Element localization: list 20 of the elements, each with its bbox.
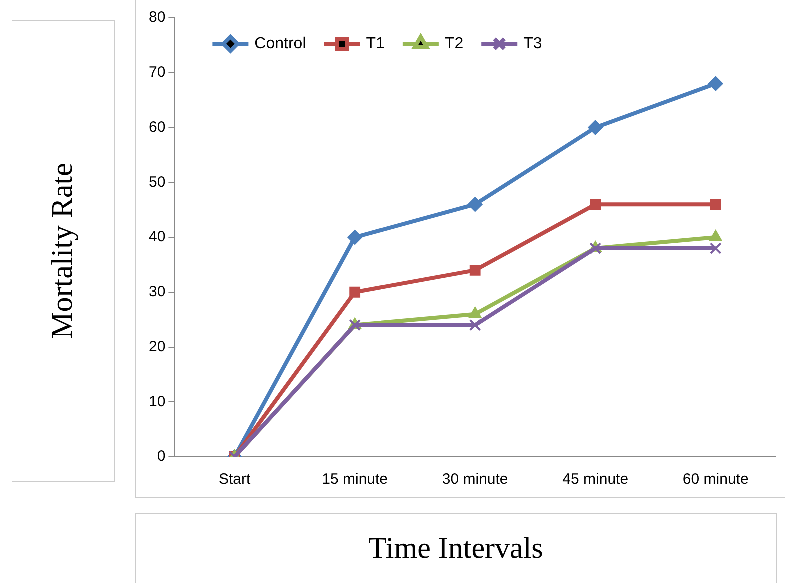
legend-label: Control	[254, 35, 306, 52]
y-tick-label: 30	[148, 284, 166, 301]
y-axis-title: Mortality Rate	[46, 163, 80, 339]
y-tick-label: 10	[148, 393, 166, 410]
x-tick-label: Start	[218, 471, 252, 488]
y-tick-label: 50	[148, 174, 166, 191]
x-tick-label: 60 minute	[682, 471, 749, 488]
legend-label: T3	[524, 35, 542, 52]
y-tick-label: 80	[148, 9, 166, 26]
x-tick-label: 15 minute	[322, 471, 388, 488]
x-tick-label: 45 minute	[562, 471, 629, 488]
y-tick-label: 60	[148, 118, 166, 136]
y-tick-label: 40	[148, 228, 166, 246]
legend-label: T2	[444, 35, 464, 52]
x-tick-label: 30 minute	[442, 471, 508, 488]
y-tick-label: 20	[148, 338, 166, 356]
legend-label: T1	[366, 35, 386, 52]
y-tick-label: 0	[157, 448, 166, 466]
x-axis-title: Time Intervals	[135, 513, 777, 583]
y-tick-label: 70	[148, 64, 166, 82]
